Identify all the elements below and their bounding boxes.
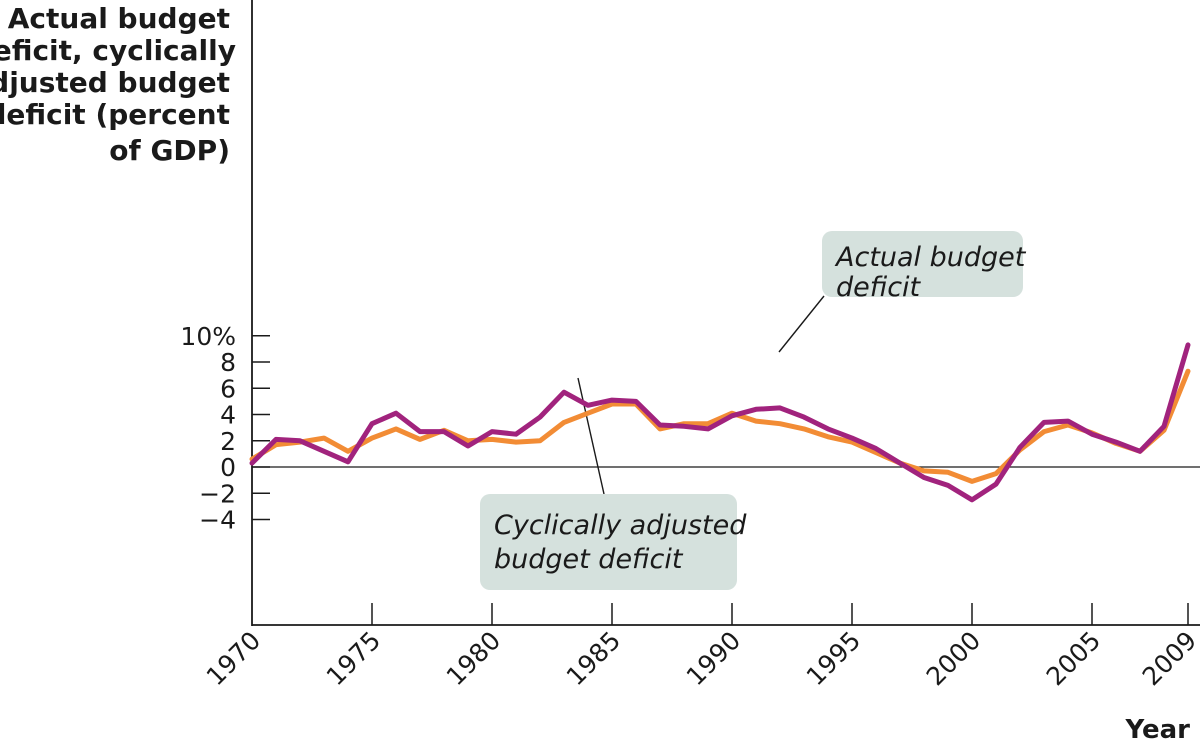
x-tick-label: 1995 xyxy=(801,626,866,691)
x-tick-label: 1975 xyxy=(321,626,386,691)
y-tick-label: 8 xyxy=(220,348,236,377)
annotation-cyclical: Cyclically adjusted budget deficit xyxy=(480,377,747,590)
leader-line-cyclical xyxy=(577,377,605,495)
x-tick-label: 1990 xyxy=(681,626,746,691)
y-tick-label: 10% xyxy=(180,322,236,351)
y-axis-label-line: deficit (percent xyxy=(0,98,230,131)
y-axis-label-line: adjusted budget xyxy=(0,66,230,99)
annotation-text-actual: Actual budget xyxy=(834,242,1027,273)
x-tick-label: 2009 xyxy=(1137,626,1200,691)
x-ticks: 1970 1975 1980 1985 1990 1995 2000 2005 2009 xyxy=(201,603,1200,691)
x-tick-label: 1980 xyxy=(441,626,506,691)
x-tick-label: 1970 xyxy=(201,626,266,691)
y-axis-label-line: Actual budget xyxy=(8,2,230,35)
leader-line-actual xyxy=(778,295,825,353)
y-tick-label: 4 xyxy=(220,401,236,430)
annotation-box-actual xyxy=(822,231,1023,297)
x-axis-label: Year xyxy=(1125,715,1191,743)
y-tick-label: −2 xyxy=(199,479,236,508)
y-axis-label-line: of GDP) xyxy=(109,134,230,167)
y-axis-label: Actual budget deficit, cyclically adjust… xyxy=(0,2,236,167)
x-tick-label: 2005 xyxy=(1041,626,1106,691)
annotation-text-cyclical: Cyclically adjusted xyxy=(494,510,747,541)
y-axis-label-line: deficit, cyclically xyxy=(0,34,236,67)
series-line xyxy=(249,368,1191,484)
x-tick-label: 2000 xyxy=(921,626,986,691)
series-line xyxy=(249,342,1191,503)
x-tick-label: 1985 xyxy=(561,626,626,691)
annotation-actual: Actual budget deficit xyxy=(778,231,1027,353)
y-tick-label: 6 xyxy=(220,374,236,403)
y-tick-label: 2 xyxy=(220,427,236,456)
y-tick-label: 0 xyxy=(220,453,236,482)
annotation-text-cyclical: budget deficit xyxy=(494,544,684,575)
annotation-text-actual: deficit xyxy=(836,272,922,303)
y-tick-label: −4 xyxy=(199,506,236,535)
annotation-box-cyclical xyxy=(480,494,737,590)
series-layer xyxy=(249,342,1191,503)
